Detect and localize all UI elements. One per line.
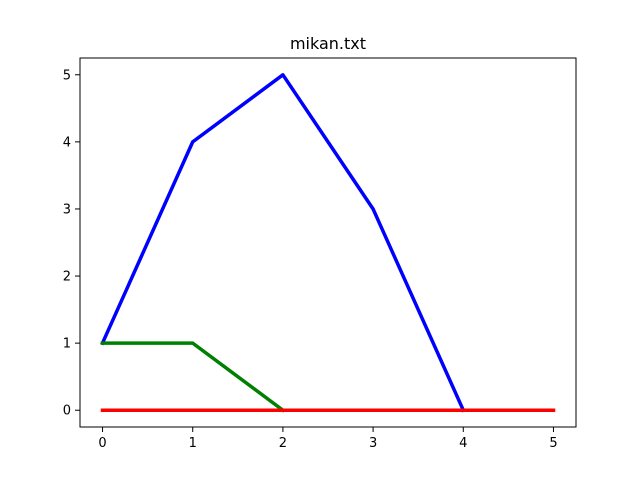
x-tick-label: 4 bbox=[459, 436, 467, 451]
x-tick-label: 2 bbox=[279, 436, 287, 451]
x-tick-label: 3 bbox=[369, 436, 377, 451]
y-tick-label: 5 bbox=[63, 68, 71, 83]
y-tick-label: 2 bbox=[63, 270, 71, 285]
chart-title: mikan.txt bbox=[290, 34, 366, 53]
x-tick-label: 0 bbox=[98, 436, 106, 451]
y-tick-label: 3 bbox=[63, 202, 71, 217]
y-tick-label: 0 bbox=[63, 404, 71, 419]
series-layer bbox=[100, 73, 556, 413]
plot-area-frame bbox=[79, 57, 577, 428]
x-axis: 0 1 2 3 4 5 bbox=[98, 427, 558, 451]
series-line-1 bbox=[100, 73, 466, 413]
y-tick-label: 4 bbox=[63, 135, 71, 150]
series-line-2 bbox=[100, 341, 286, 413]
y-axis: 0 1 2 3 4 5 bbox=[63, 68, 80, 419]
x-tick-label: 5 bbox=[549, 436, 557, 451]
x-tick-label: 1 bbox=[189, 436, 197, 451]
y-tick-label: 1 bbox=[63, 337, 71, 352]
